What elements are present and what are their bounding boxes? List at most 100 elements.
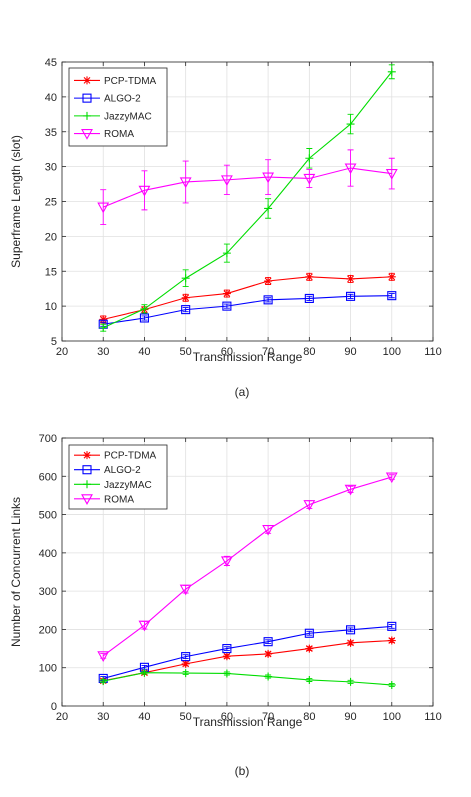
error-bar xyxy=(388,157,395,190)
x-tick-label: 70 xyxy=(262,711,274,723)
legend-label: ROMA xyxy=(104,494,134,505)
data-point xyxy=(97,651,110,662)
series-jazzymac xyxy=(99,64,396,332)
legend-marker xyxy=(82,465,92,475)
legend-item-pcp-tdma: PCP-TDMA xyxy=(74,451,157,462)
x-tick-label: 110 xyxy=(424,711,442,723)
x-tick-label: 90 xyxy=(344,346,356,358)
x-tick-label: 100 xyxy=(383,711,401,723)
y-tick-label: 10 xyxy=(45,301,57,313)
y-tick-label: 45 xyxy=(45,57,57,69)
data-point xyxy=(346,291,356,301)
x-tick-label: 20 xyxy=(56,711,68,723)
x-tick-label: 80 xyxy=(303,346,315,358)
data-point xyxy=(222,289,231,298)
y-tick-label: 15 xyxy=(45,266,57,278)
legend-marker xyxy=(81,494,93,505)
legend-marker xyxy=(83,76,91,85)
y-tick-label: 700 xyxy=(39,433,57,445)
error-bar xyxy=(182,584,189,594)
error-bar xyxy=(347,149,354,187)
data-point xyxy=(303,500,316,511)
data-point xyxy=(304,628,314,638)
x-tick-label: 30 xyxy=(97,346,109,358)
data-point xyxy=(222,301,232,311)
plot-frame xyxy=(61,437,434,707)
data-point xyxy=(262,524,275,536)
error-bar xyxy=(182,160,189,204)
legend-label: JazzyMAC xyxy=(104,111,152,122)
data-point xyxy=(387,636,396,645)
legend-marker xyxy=(83,480,91,489)
y-tick-label: 300 xyxy=(39,586,57,598)
data-point xyxy=(138,620,151,632)
series-pcp-tdma xyxy=(99,636,396,685)
data-point xyxy=(222,652,231,661)
x-tick-label: 110 xyxy=(424,346,442,358)
y-tick-label: 400 xyxy=(39,548,57,560)
data-point xyxy=(346,638,355,647)
y-tick-label: 5 xyxy=(51,336,57,348)
series-line-algo-2 xyxy=(103,295,392,325)
legend-item-algo-2: ALGO-2 xyxy=(74,93,141,105)
y-tick-label: 25 xyxy=(45,197,57,209)
y-tick-label: 0 xyxy=(51,701,57,713)
series-roma xyxy=(97,472,398,662)
error-bar xyxy=(388,624,395,629)
series-line-algo-2 xyxy=(103,625,392,679)
data-point xyxy=(264,672,273,681)
x-tick-label: 80 xyxy=(303,711,315,723)
error-bar xyxy=(306,500,313,509)
series-jazzymac xyxy=(99,668,396,689)
error-bar xyxy=(182,654,189,659)
data-point xyxy=(304,293,314,304)
data-point xyxy=(181,305,191,315)
data-point xyxy=(346,677,355,686)
legend-box xyxy=(68,67,168,147)
data-point xyxy=(387,291,397,301)
x-tick-label: 40 xyxy=(138,346,150,358)
data-point xyxy=(387,272,396,281)
error-bar xyxy=(182,307,189,313)
x-axis-label: Transmission Range xyxy=(193,350,303,364)
error-bar xyxy=(141,620,148,630)
legend: PCP-TDMA ALGO-2 JazzyMAC ROMA xyxy=(68,444,168,510)
data-point xyxy=(305,272,314,281)
data-point xyxy=(387,67,396,76)
series-line-jazzymac xyxy=(103,672,392,686)
data-point xyxy=(346,625,356,635)
x-tick-label: 60 xyxy=(221,346,233,358)
error-bar xyxy=(347,627,354,633)
data-point xyxy=(385,472,398,484)
legend-marker xyxy=(81,129,93,140)
legend-marker xyxy=(83,111,91,120)
series-line-roma xyxy=(103,167,392,208)
legend-item-pcp-tdma: PCP-TDMA xyxy=(74,76,157,87)
error-bar xyxy=(388,293,395,299)
series-algo-2 xyxy=(98,291,397,329)
data-point xyxy=(179,177,192,189)
x-tick-label: 70 xyxy=(262,346,274,358)
y-tick-label: 30 xyxy=(45,162,57,174)
series-line-pcp-tdma xyxy=(103,276,392,320)
data-point xyxy=(222,669,231,678)
error-bar xyxy=(141,170,148,211)
legend-item-roma: ROMA xyxy=(74,494,134,505)
data-point xyxy=(264,204,273,213)
data-point xyxy=(305,644,314,653)
data-point xyxy=(138,185,151,197)
y-axis-label: Superframe Length (slot) xyxy=(9,135,23,268)
data-point xyxy=(140,668,149,677)
data-point xyxy=(220,175,233,187)
legend-label: PCP-TDMA xyxy=(104,76,157,87)
data-point xyxy=(181,293,190,302)
data-point xyxy=(99,323,108,332)
data-point xyxy=(181,652,191,662)
data-point xyxy=(344,163,357,175)
data-point xyxy=(222,249,231,258)
x-tick-label: 60 xyxy=(221,711,233,723)
x-tick-label: 30 xyxy=(97,711,109,723)
data-point xyxy=(179,584,192,596)
error-bar xyxy=(223,555,230,566)
